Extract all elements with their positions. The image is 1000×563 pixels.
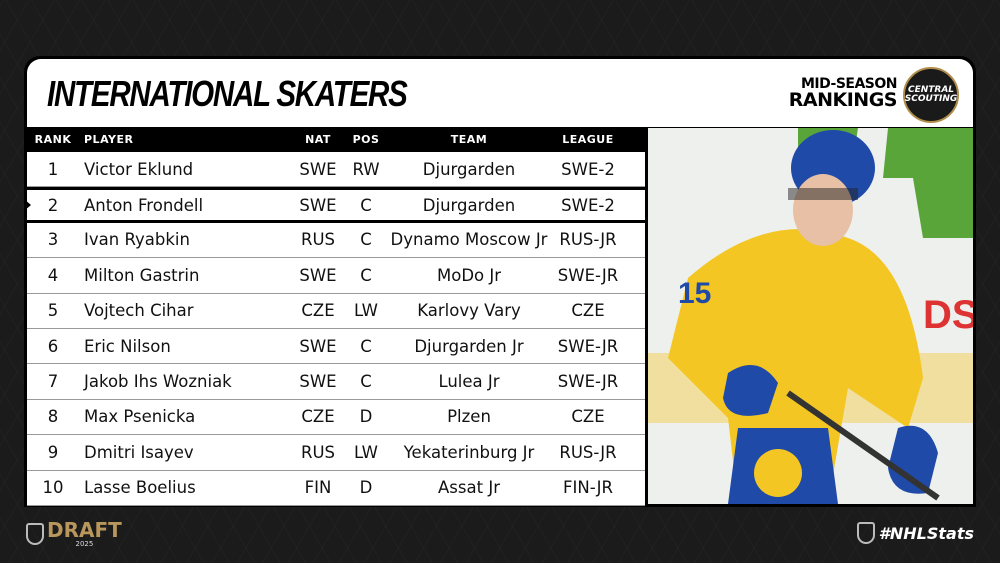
cell-player: Ivan Ryabkin	[84, 230, 190, 250]
cell-league: SWE-JR	[557, 336, 619, 356]
cell-nat: SWE	[299, 195, 337, 215]
cell-nat: CZE	[301, 301, 335, 321]
svg-text:DS: DS	[923, 293, 973, 337]
cell-league: SWE-2	[561, 195, 615, 215]
cell-pos: C	[360, 336, 372, 356]
cell-nat: CZE	[301, 407, 335, 427]
cell-player: Anton Frondell	[84, 195, 204, 215]
cell-rank: 5	[47, 301, 59, 321]
cell-nat: SWE	[299, 159, 337, 179]
draft-label: DRAFT	[47, 518, 122, 542]
table-row[interactable]: 5 Vojtech Cihar CZE LW Karlovy Vary CZE	[27, 293, 645, 329]
table-row[interactable]: 7 Jakob Ihs Wozniak SWE C Lulea Jr SWE-JR	[27, 364, 645, 400]
col-team: TEAM	[450, 133, 488, 146]
cell-nat: SWE	[299, 336, 337, 356]
nhl-draft-logo: DRAFT 2025	[26, 520, 122, 548]
cell-league: SWE-JR	[557, 265, 619, 285]
cell-pos: RW	[352, 159, 380, 179]
col-rank: RANK	[34, 133, 72, 146]
table-row[interactable]: 10 Lasse Boelius FIN D Assat Jr FIN-JR	[27, 470, 645, 506]
cell-player: Victor Eklund	[84, 159, 194, 179]
cell-player: Vojtech Cihar	[84, 301, 194, 321]
draft-year: 2025	[75, 540, 94, 548]
cell-nat: SWE	[299, 265, 337, 285]
cell-rank: 8	[47, 407, 59, 427]
cell-team: Dynamo Moscow Jr	[390, 230, 548, 250]
cell-rank: 4	[47, 265, 59, 285]
nhl-shield-icon	[26, 523, 44, 545]
page-title: INTERNATIONAL SKATERS	[47, 73, 408, 114]
cell-rank: 1	[47, 159, 59, 179]
table-row[interactable]: 8 Max Psenicka CZE D Plzen CZE	[27, 399, 645, 436]
cell-league: RUS-JR	[559, 442, 617, 462]
col-nat: NAT	[305, 133, 331, 146]
cell-league: SWE-JR	[557, 372, 619, 392]
table-row[interactable]: 9 Dmitri Isayev RUS LW Yekaterinburg Jr RUS-J…	[27, 435, 645, 471]
cell-team: Assat Jr	[438, 478, 500, 498]
table-row[interactable]: 3 Ivan Ryabkin RUS C Dynamo Moscow Jr RUS-JR	[27, 222, 645, 259]
svg-text:15: 15	[678, 277, 711, 310]
cell-pos: C	[360, 265, 372, 285]
cell-pos: LW	[354, 301, 378, 321]
table-header: RANK PLAYER NAT POS TEAM LEAGUE	[27, 127, 645, 152]
cell-pos: C	[360, 230, 372, 250]
subtitle-line1: MID-SEASON	[800, 76, 898, 92]
selected-row-marker-icon	[24, 199, 31, 212]
table-row[interactable]: 2 Anton Frondell SWE C Djurgarden SWE-2	[24, 187, 645, 223]
cell-league: CZE	[571, 407, 605, 427]
cell-team: Yekaterinburg Jr	[403, 442, 535, 462]
cell-player: Eric Nilson	[84, 336, 171, 356]
table-row[interactable]: 4 Milton Gastrin SWE C MoDo Jr SWE-JR	[27, 258, 645, 294]
cell-pos: C	[360, 372, 372, 392]
cell-rank: 9	[47, 442, 59, 462]
nhl-shield-icon	[856, 522, 875, 544]
table-row[interactable]: 6 Eric Nilson SWE C Djurgarden Jr SWE-JR	[27, 328, 645, 365]
nhl-stats-logo: #NHLStats	[856, 522, 974, 544]
cell-team: Plzen	[447, 407, 491, 427]
cell-player: Dmitri Isayev	[84, 442, 194, 462]
cell-team: Lulea Jr	[438, 372, 500, 392]
cell-rank: 2	[47, 195, 59, 215]
cell-pos: C	[360, 195, 372, 215]
cell-pos: LW	[354, 442, 378, 462]
cell-team: Djurgarden	[422, 195, 516, 215]
col-league: LEAGUE	[562, 133, 614, 146]
cell-nat: FIN	[304, 478, 332, 498]
cell-rank: 6	[47, 336, 59, 356]
central-scouting-logo: CENTRAL SCOUTING	[903, 67, 959, 123]
cell-team: Djurgarden Jr	[414, 336, 524, 356]
cell-pos: D	[359, 407, 373, 427]
cell-league: RUS-JR	[559, 230, 617, 250]
cell-rank: 7	[47, 372, 59, 392]
rankings-card: INTERNATIONAL SKATERS MID-SEASON RANKING…	[24, 56, 976, 507]
cell-team: MoDo Jr	[436, 265, 502, 285]
cell-nat: RUS	[300, 230, 335, 250]
table-body: 1 Victor Eklund SWE RW Djurgarden SWE-2 2 Anton…	[24, 152, 645, 506]
cell-league: SWE-2	[561, 159, 615, 179]
subtitle-line2: RANKINGS	[788, 89, 898, 111]
cell-player: Jakob Ihs Wozniak	[84, 372, 232, 392]
cell-player: Milton Gastrin	[84, 265, 200, 285]
cell-player: Lasse Boelius	[84, 478, 196, 498]
mid-season-rankings-label: MID-SEASON RANKINGS	[788, 76, 898, 111]
player-photo: DS 15	[648, 128, 973, 504]
cell-pos: D	[359, 478, 373, 498]
cell-rank: 3	[47, 230, 59, 250]
card-header: INTERNATIONAL SKATERS MID-SEASON RANKING…	[27, 59, 973, 127]
cell-nat: SWE	[299, 372, 337, 392]
table-row[interactable]: 1 Victor Eklund SWE RW Djurgarden SWE-2	[27, 152, 645, 188]
cell-nat: RUS	[300, 442, 335, 462]
cell-rank: 10	[42, 478, 64, 498]
cell-team: Karlovy Vary	[417, 301, 521, 321]
hashtag: #NHLStats	[878, 523, 974, 543]
col-pos: POS	[352, 133, 380, 146]
cell-league: CZE	[571, 301, 605, 321]
col-player: PLAYER	[84, 133, 134, 146]
cell-player: Max Psenicka	[84, 407, 196, 427]
cell-league: FIN-JR	[563, 478, 613, 498]
cell-team: Djurgarden	[422, 159, 516, 179]
